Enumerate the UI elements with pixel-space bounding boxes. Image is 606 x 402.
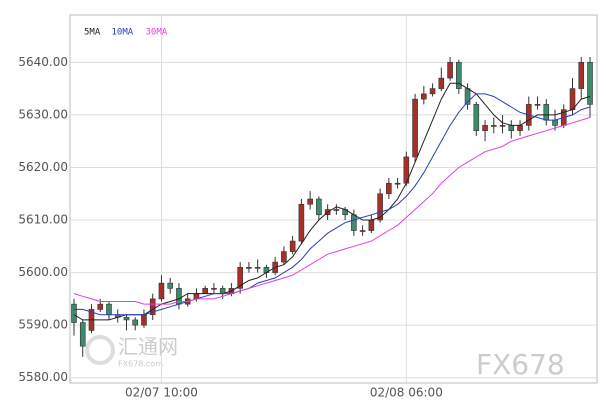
candle-body xyxy=(97,303,104,310)
candle-body xyxy=(569,88,576,110)
candle-body xyxy=(333,209,340,211)
watermark-logo xyxy=(85,335,115,365)
candle-body xyxy=(149,298,156,315)
candle-body xyxy=(289,240,296,252)
ma-line xyxy=(73,82,591,321)
x-tick-label: 02/08 06:00 xyxy=(370,386,443,400)
candle-body xyxy=(508,125,515,131)
candle-body xyxy=(237,267,243,289)
ma-line xyxy=(74,93,591,316)
plot-frame xyxy=(69,14,598,384)
candle-body xyxy=(587,62,593,105)
y-tick-label: 5600.00 xyxy=(18,265,68,279)
candle-body xyxy=(298,203,305,242)
watermark: 汇通网 xyxy=(118,335,178,359)
candle-body xyxy=(281,251,287,263)
watermark: FX678.com xyxy=(118,360,163,369)
y-tick-label: 5630.00 xyxy=(18,107,68,121)
candle-body xyxy=(386,182,392,195)
candle-body xyxy=(534,104,541,106)
candle-body xyxy=(377,193,383,221)
candle-body xyxy=(316,198,322,216)
candle-body xyxy=(123,316,130,321)
candle-body xyxy=(543,104,550,121)
candle-body xyxy=(368,219,375,231)
candle-body xyxy=(351,214,357,231)
candle-body xyxy=(429,88,436,95)
candle-body xyxy=(499,125,506,127)
candle-body xyxy=(412,98,418,158)
y-tick-label: 5590.00 xyxy=(18,318,68,332)
y-tick-label: 5610.00 xyxy=(18,213,68,227)
candle-body xyxy=(517,125,523,131)
candle-body xyxy=(456,62,462,89)
x-tick-label: 02/07 10:00 xyxy=(125,386,198,400)
candle-body xyxy=(106,303,112,315)
candle-body xyxy=(359,230,366,232)
legend-entry: 5MA xyxy=(84,28,101,38)
legend-entry: 30MA xyxy=(146,28,168,38)
y-tick-label: 5640.00 xyxy=(18,55,68,69)
y-tick-label: 5620.00 xyxy=(18,160,68,174)
candle-body xyxy=(79,322,86,347)
candle-body xyxy=(202,288,208,294)
candle-body xyxy=(132,319,139,326)
candle-body xyxy=(438,77,445,89)
candle-body xyxy=(167,282,174,289)
candle-body xyxy=(394,182,401,185)
y-tick-label: 5580.00 xyxy=(18,370,68,384)
candle-body xyxy=(490,125,497,127)
candle-body xyxy=(141,314,147,326)
candle-body xyxy=(421,93,427,100)
candle-body xyxy=(482,125,488,131)
ma-line xyxy=(73,117,591,305)
candle-body xyxy=(158,282,165,300)
candle-body xyxy=(473,104,480,131)
candle-body xyxy=(447,62,453,79)
candle-body xyxy=(211,288,217,290)
candle-body xyxy=(307,198,313,205)
candle-body xyxy=(71,303,77,323)
legend-entry: 10MA xyxy=(112,28,134,38)
candle-body xyxy=(552,119,558,126)
candle-body xyxy=(246,267,252,269)
watermark: FX678 xyxy=(476,348,565,381)
candle-body xyxy=(578,62,585,89)
candle-body xyxy=(254,267,261,269)
